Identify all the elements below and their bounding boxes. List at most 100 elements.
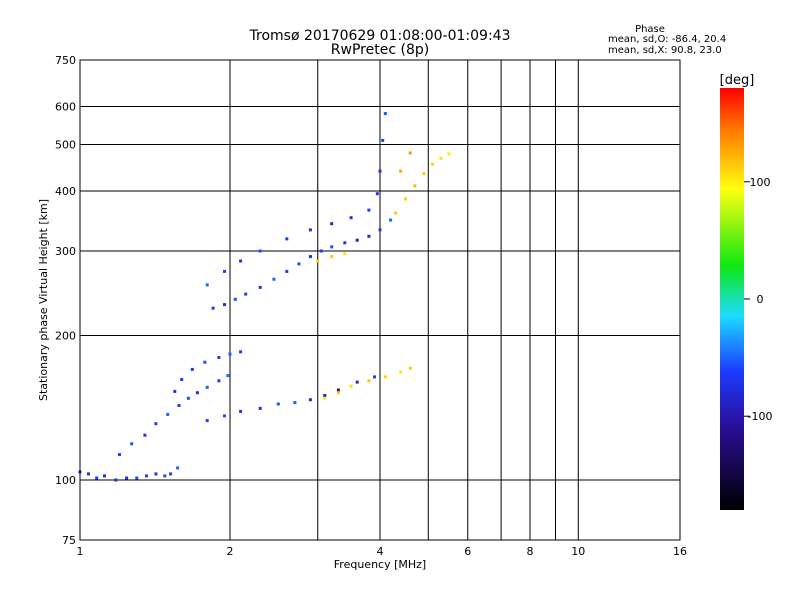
data-point: [272, 277, 276, 281]
data-point: [163, 474, 167, 478]
data-point: [285, 269, 289, 273]
data-point: [431, 162, 435, 166]
phase-stats-o-mode: mean, sd,O: -86.4, 20.4: [608, 34, 726, 45]
data-points: [78, 112, 451, 482]
data-point: [180, 378, 184, 381]
data-point: [378, 169, 382, 173]
data-point: [190, 367, 194, 371]
data-point: [154, 472, 158, 476]
data-point: [125, 476, 129, 480]
data-point: [308, 398, 312, 402]
data-point: [143, 433, 147, 437]
data-point: [399, 370, 403, 374]
data-point: [217, 379, 221, 383]
chart-title: Tromsø 20170629 01:08:00-01:09:43: [249, 28, 511, 44]
x-tick-label: 1: [77, 545, 84, 558]
y-tick-label: 100: [55, 474, 76, 487]
data-point: [87, 472, 90, 476]
grid-lines: [80, 60, 680, 540]
data-point: [130, 442, 134, 446]
data-point: [316, 259, 320, 263]
data-point: [239, 259, 243, 263]
data-point: [173, 389, 177, 393]
data-point: [422, 172, 426, 176]
data-point: [205, 283, 209, 287]
colorbar-tick-label: 100: [750, 176, 771, 189]
data-point: [205, 419, 209, 423]
data-point: [244, 292, 248, 296]
data-point: [323, 396, 327, 400]
data-point: [258, 249, 262, 253]
data-point: [319, 249, 323, 253]
data-point: [195, 391, 199, 395]
data-point: [211, 306, 215, 310]
data-point: [381, 138, 385, 142]
data-point: [258, 406, 262, 410]
x-tick-label: 2: [227, 545, 234, 558]
data-point: [408, 151, 412, 155]
x-tick-label: 8: [527, 545, 534, 558]
x-tick-label: 6: [464, 545, 471, 558]
data-point: [408, 366, 412, 370]
data-point: [223, 269, 226, 273]
data-point: [239, 409, 243, 413]
data-point: [378, 228, 382, 232]
data-point: [114, 478, 118, 482]
data-point: [404, 197, 407, 201]
data-point: [373, 375, 376, 379]
data-point: [447, 152, 451, 156]
data-point: [95, 476, 99, 480]
data-point: [103, 474, 106, 478]
data-point: [205, 385, 209, 389]
y-tick-label: 300: [55, 245, 76, 258]
data-point: [399, 169, 403, 173]
colorbar-gradient: [720, 88, 744, 510]
data-point: [239, 350, 243, 354]
data-point: [297, 262, 301, 266]
colorbar-tick-label: -100: [748, 410, 773, 423]
data-point: [375, 192, 379, 196]
data-point: [367, 208, 371, 212]
data-point: [330, 222, 334, 226]
data-point: [439, 156, 443, 160]
data-point: [355, 380, 359, 384]
colorbar-label: [deg]: [720, 73, 755, 88]
data-point: [308, 255, 312, 259]
x-axis-label: Frequency [MHz]: [334, 558, 426, 571]
data-point: [166, 412, 170, 416]
colorbar-ticks: 100 0 -100: [744, 176, 772, 423]
data-point: [330, 245, 334, 249]
x-tick-label: 16: [673, 545, 687, 558]
data-point: [343, 252, 347, 256]
plot-frame: [79, 59, 681, 541]
data-point: [169, 472, 173, 476]
data-point: [233, 297, 237, 301]
data-point: [135, 476, 139, 480]
data-point: [367, 234, 371, 238]
data-point: [394, 211, 398, 215]
data-point: [223, 414, 226, 418]
data-point: [293, 401, 297, 405]
data-point: [228, 352, 232, 356]
y-axis-label: Stationary phase Virtual Height [km]: [37, 199, 50, 401]
data-point: [176, 466, 180, 470]
data-point: [330, 255, 334, 259]
y-tick-label: 75: [62, 534, 76, 547]
data-point: [349, 216, 353, 220]
x-tick-label: 4: [377, 545, 384, 558]
data-point: [223, 303, 226, 307]
y-tick-label: 500: [55, 139, 76, 152]
y-tick-label: 750: [55, 54, 76, 67]
y-tick-label: 200: [55, 330, 76, 343]
colorbar-tick-label: 0: [757, 293, 764, 306]
data-point: [355, 238, 359, 242]
y-tick-label: 400: [55, 185, 76, 198]
phase-stats-heading: Phase: [635, 24, 665, 35]
data-point: [336, 388, 340, 392]
y-tick-label: 600: [55, 101, 76, 114]
data-point: [258, 285, 262, 289]
data-point: [285, 237, 289, 241]
data-point: [186, 396, 190, 400]
data-point: [217, 356, 221, 359]
